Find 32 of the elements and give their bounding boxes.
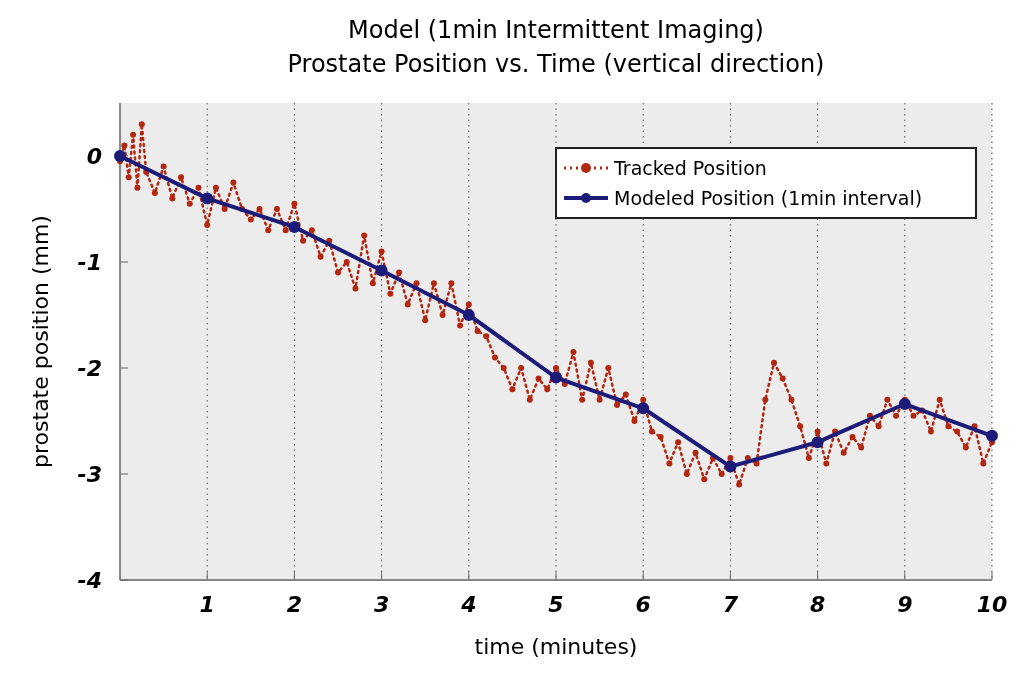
- point: [375, 264, 388, 277]
- legend-label: Modeled Position (1min interval): [614, 187, 923, 209]
- y-tick-label: -2: [77, 356, 102, 381]
- x-tick-label: 5: [548, 592, 564, 617]
- x-tick-label: 10: [976, 592, 1008, 617]
- point: [462, 309, 475, 321]
- chart-title: Model (1min Intermittent Imaging): [348, 16, 764, 44]
- point: [724, 460, 737, 473]
- x-tick-label: 6: [635, 592, 651, 617]
- x-tick-label: 8: [809, 592, 826, 617]
- point: [898, 398, 911, 411]
- point: [637, 402, 650, 415]
- chart-subtitle: Prostate Position vs. Time (vertical direction): [287, 50, 825, 78]
- point: [288, 221, 301, 234]
- x-tick-label: 4: [460, 592, 477, 617]
- x-tick-label: 3: [373, 592, 390, 617]
- point: [114, 150, 126, 162]
- x-tick-label: 7: [722, 592, 739, 617]
- y-tick-label: -3: [77, 462, 102, 487]
- legend-label: Tracked Position: [613, 157, 767, 179]
- y-tick-label: -1: [77, 250, 102, 275]
- x-tick-label: 2: [286, 592, 303, 617]
- x-axis-title: time (minutes): [474, 634, 638, 659]
- y-tick-label: -4: [77, 568, 102, 593]
- point: [811, 436, 824, 449]
- point: [550, 371, 562, 384]
- y-axis-title: prostate position (mm): [28, 215, 53, 468]
- point: [986, 429, 998, 442]
- x-tick-label: 1: [199, 592, 215, 617]
- point: [201, 192, 214, 205]
- y-tick-label: 0: [86, 144, 102, 169]
- x-tick-label: 9: [897, 592, 913, 617]
